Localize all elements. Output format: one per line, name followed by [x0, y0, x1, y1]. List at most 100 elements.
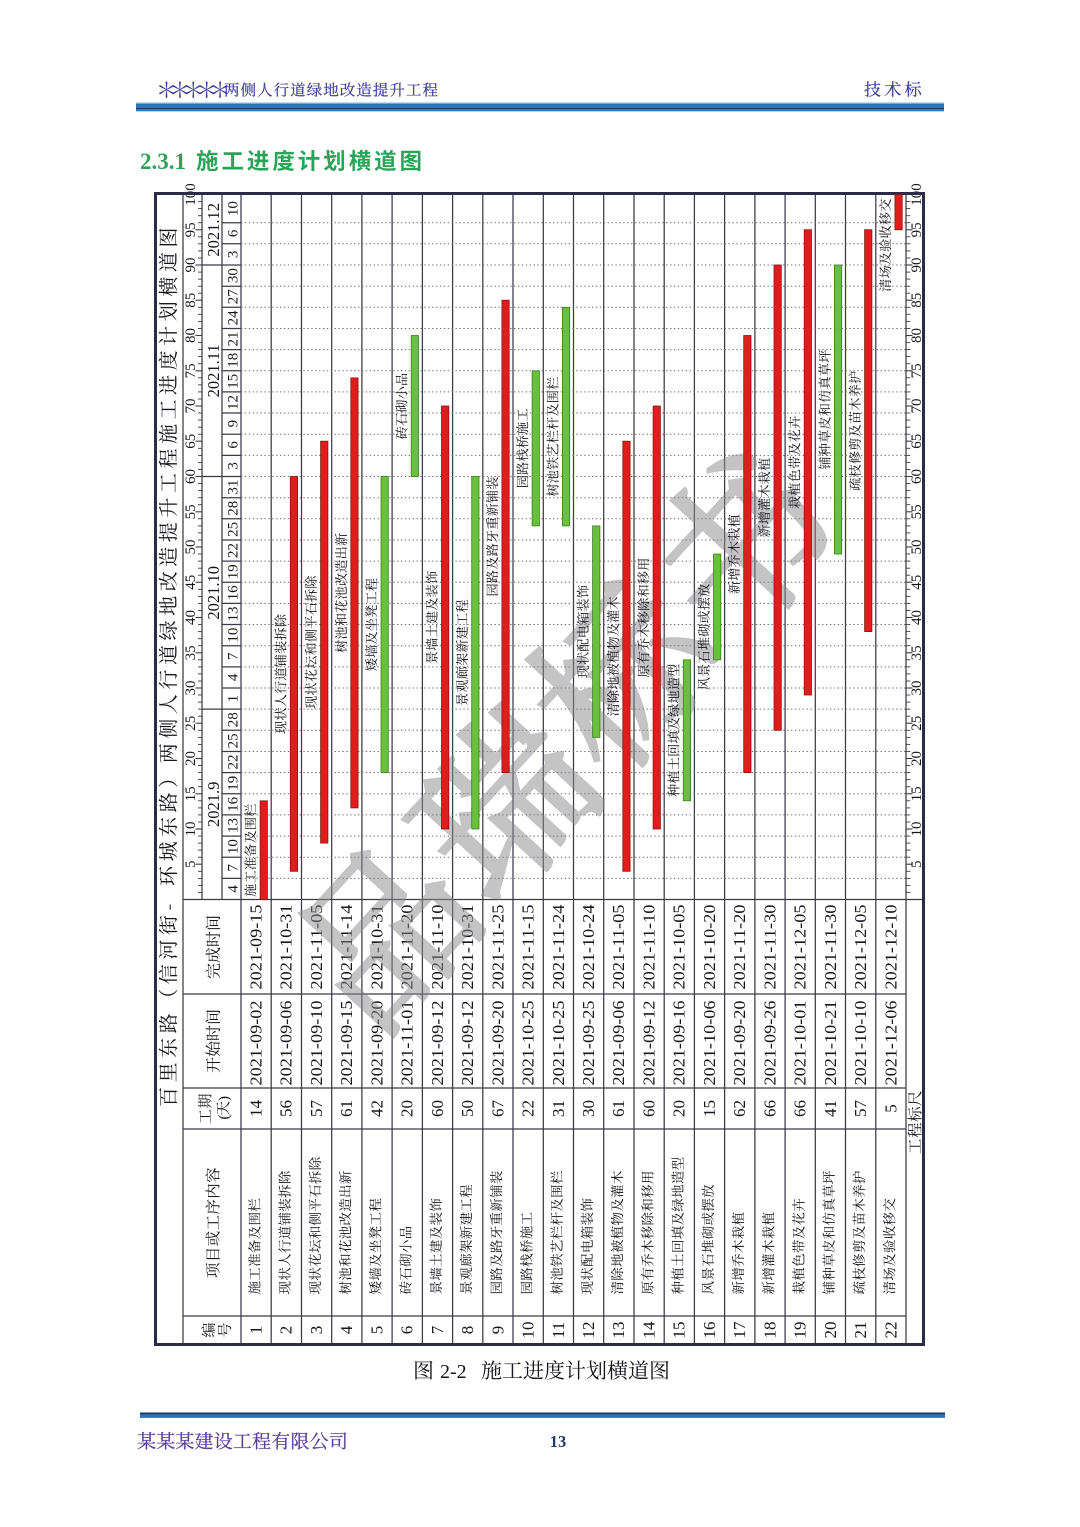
svg-text:50: 50 — [183, 540, 199, 555]
svg-text:14: 14 — [247, 1100, 266, 1118]
svg-text:2021-09-06: 2021-09-06 — [277, 1001, 296, 1086]
svg-text:6: 6 — [398, 1326, 417, 1335]
svg-text:2021-11-05: 2021-11-05 — [609, 905, 628, 990]
svg-text:35: 35 — [183, 645, 199, 660]
svg-text:75: 75 — [909, 363, 925, 378]
svg-text:80: 80 — [183, 328, 199, 343]
svg-text:18: 18 — [226, 353, 242, 368]
svg-text:55: 55 — [183, 504, 199, 519]
svg-text:2021-09-20: 2021-09-20 — [730, 1001, 749, 1086]
svg-text:2021-10-01: 2021-10-01 — [791, 1001, 810, 1086]
svg-text:9: 9 — [488, 1326, 507, 1335]
svg-text:2021-10-06: 2021-10-06 — [700, 1001, 719, 1086]
svg-text:2021-09-15: 2021-09-15 — [247, 905, 266, 990]
svg-text:2021-12-05: 2021-12-05 — [851, 905, 870, 990]
svg-text:13: 13 — [226, 607, 242, 622]
svg-text:3: 3 — [226, 251, 242, 259]
svg-text:14: 14 — [640, 1321, 659, 1339]
svg-text:21: 21 — [851, 1322, 870, 1339]
svg-text:22: 22 — [881, 1322, 900, 1339]
svg-text:2021-10-25: 2021-10-25 — [519, 1001, 538, 1086]
svg-text:5: 5 — [183, 860, 199, 868]
svg-text:27: 27 — [226, 289, 242, 305]
svg-text:20: 20 — [670, 1100, 689, 1117]
svg-text:2021-10-05: 2021-10-05 — [670, 905, 689, 990]
svg-text:7: 7 — [226, 652, 242, 660]
svg-text:31: 31 — [226, 480, 242, 495]
svg-text:2021-11-24: 2021-11-24 — [549, 904, 568, 990]
svg-text:28: 28 — [226, 501, 242, 516]
svg-text:75: 75 — [183, 363, 199, 378]
svg-text:28: 28 — [226, 712, 242, 727]
svg-text:5: 5 — [367, 1326, 386, 1335]
svg-text:2021-09-16: 2021-09-16 — [670, 1001, 689, 1086]
svg-text:3: 3 — [307, 1326, 326, 1335]
svg-text:2.3.1: 2.3.1 — [140, 149, 186, 174]
svg-text:19: 19 — [226, 776, 242, 791]
svg-text:45: 45 — [183, 575, 199, 590]
svg-text:2021-12-05: 2021-12-05 — [791, 905, 810, 990]
svg-text:45: 45 — [909, 575, 925, 590]
svg-text:2021-12-06: 2021-12-06 — [881, 1001, 900, 1086]
svg-text:35: 35 — [909, 645, 925, 660]
svg-text:90: 90 — [183, 258, 199, 273]
svg-text:4: 4 — [226, 885, 242, 893]
svg-text:16: 16 — [700, 1322, 719, 1339]
svg-text:2021-09-10: 2021-09-10 — [307, 1001, 326, 1086]
svg-text:2021-10-24: 2021-10-24 — [579, 904, 598, 990]
svg-text:16: 16 — [226, 585, 242, 601]
svg-text:90: 90 — [909, 258, 925, 273]
svg-text:2021-09-12: 2021-09-12 — [428, 1001, 447, 1086]
svg-text:4: 4 — [337, 1325, 356, 1334]
svg-text:2021-09-06: 2021-09-06 — [609, 1001, 628, 1086]
svg-text:57: 57 — [307, 1100, 326, 1118]
svg-text:50: 50 — [909, 540, 925, 555]
svg-text:7: 7 — [226, 864, 242, 872]
svg-text:25: 25 — [183, 716, 199, 731]
svg-text:13: 13 — [226, 818, 242, 833]
svg-text:10: 10 — [519, 1322, 538, 1339]
svg-text:19: 19 — [226, 564, 242, 579]
svg-text:2021-09-25: 2021-09-25 — [579, 1001, 598, 1086]
svg-text:95: 95 — [909, 222, 925, 237]
svg-text:16: 16 — [226, 796, 242, 812]
svg-text:57: 57 — [851, 1100, 870, 1118]
svg-text:12: 12 — [579, 1322, 598, 1339]
svg-text:10: 10 — [226, 839, 242, 854]
svg-text:10: 10 — [226, 628, 242, 643]
svg-text:60: 60 — [183, 469, 199, 484]
svg-text:7: 7 — [428, 1325, 447, 1334]
svg-text:1: 1 — [226, 695, 242, 703]
svg-text:20: 20 — [821, 1322, 840, 1339]
svg-text:25: 25 — [226, 733, 242, 748]
svg-text:66: 66 — [760, 1100, 779, 1117]
svg-text:10: 10 — [909, 822, 925, 837]
svg-text:40: 40 — [909, 610, 925, 625]
svg-text:20: 20 — [909, 751, 925, 766]
svg-text:70: 70 — [909, 399, 925, 414]
svg-text:2021-09-12: 2021-09-12 — [458, 1001, 477, 1086]
svg-text:2021-11-30: 2021-11-30 — [760, 905, 779, 990]
svg-text:2021-11-30: 2021-11-30 — [821, 905, 840, 990]
svg-text:2021.12: 2021.12 — [204, 203, 223, 257]
svg-text:70: 70 — [183, 399, 199, 414]
svg-text:2: 2 — [277, 1326, 296, 1335]
svg-text:18: 18 — [760, 1322, 779, 1339]
svg-text:13: 13 — [550, 1432, 567, 1451]
svg-text:80: 80 — [909, 328, 925, 343]
svg-text:60: 60 — [428, 1100, 447, 1117]
svg-text:2021.9: 2021.9 — [204, 782, 223, 827]
svg-text:2021-09-20: 2021-09-20 — [488, 1001, 507, 1086]
svg-text:61: 61 — [609, 1100, 628, 1117]
svg-text:30: 30 — [579, 1100, 598, 1117]
svg-text:66: 66 — [791, 1100, 810, 1117]
svg-text:19: 19 — [791, 1322, 810, 1339]
svg-text:15: 15 — [670, 1322, 689, 1339]
svg-text:25: 25 — [909, 716, 925, 731]
svg-text:2021.11: 2021.11 — [204, 344, 223, 397]
svg-text:22: 22 — [226, 543, 242, 558]
svg-text:2021-09-12: 2021-09-12 — [640, 1001, 659, 1086]
svg-text:3: 3 — [226, 462, 242, 470]
svg-text:41: 41 — [821, 1100, 840, 1117]
svg-text:95: 95 — [183, 222, 199, 237]
